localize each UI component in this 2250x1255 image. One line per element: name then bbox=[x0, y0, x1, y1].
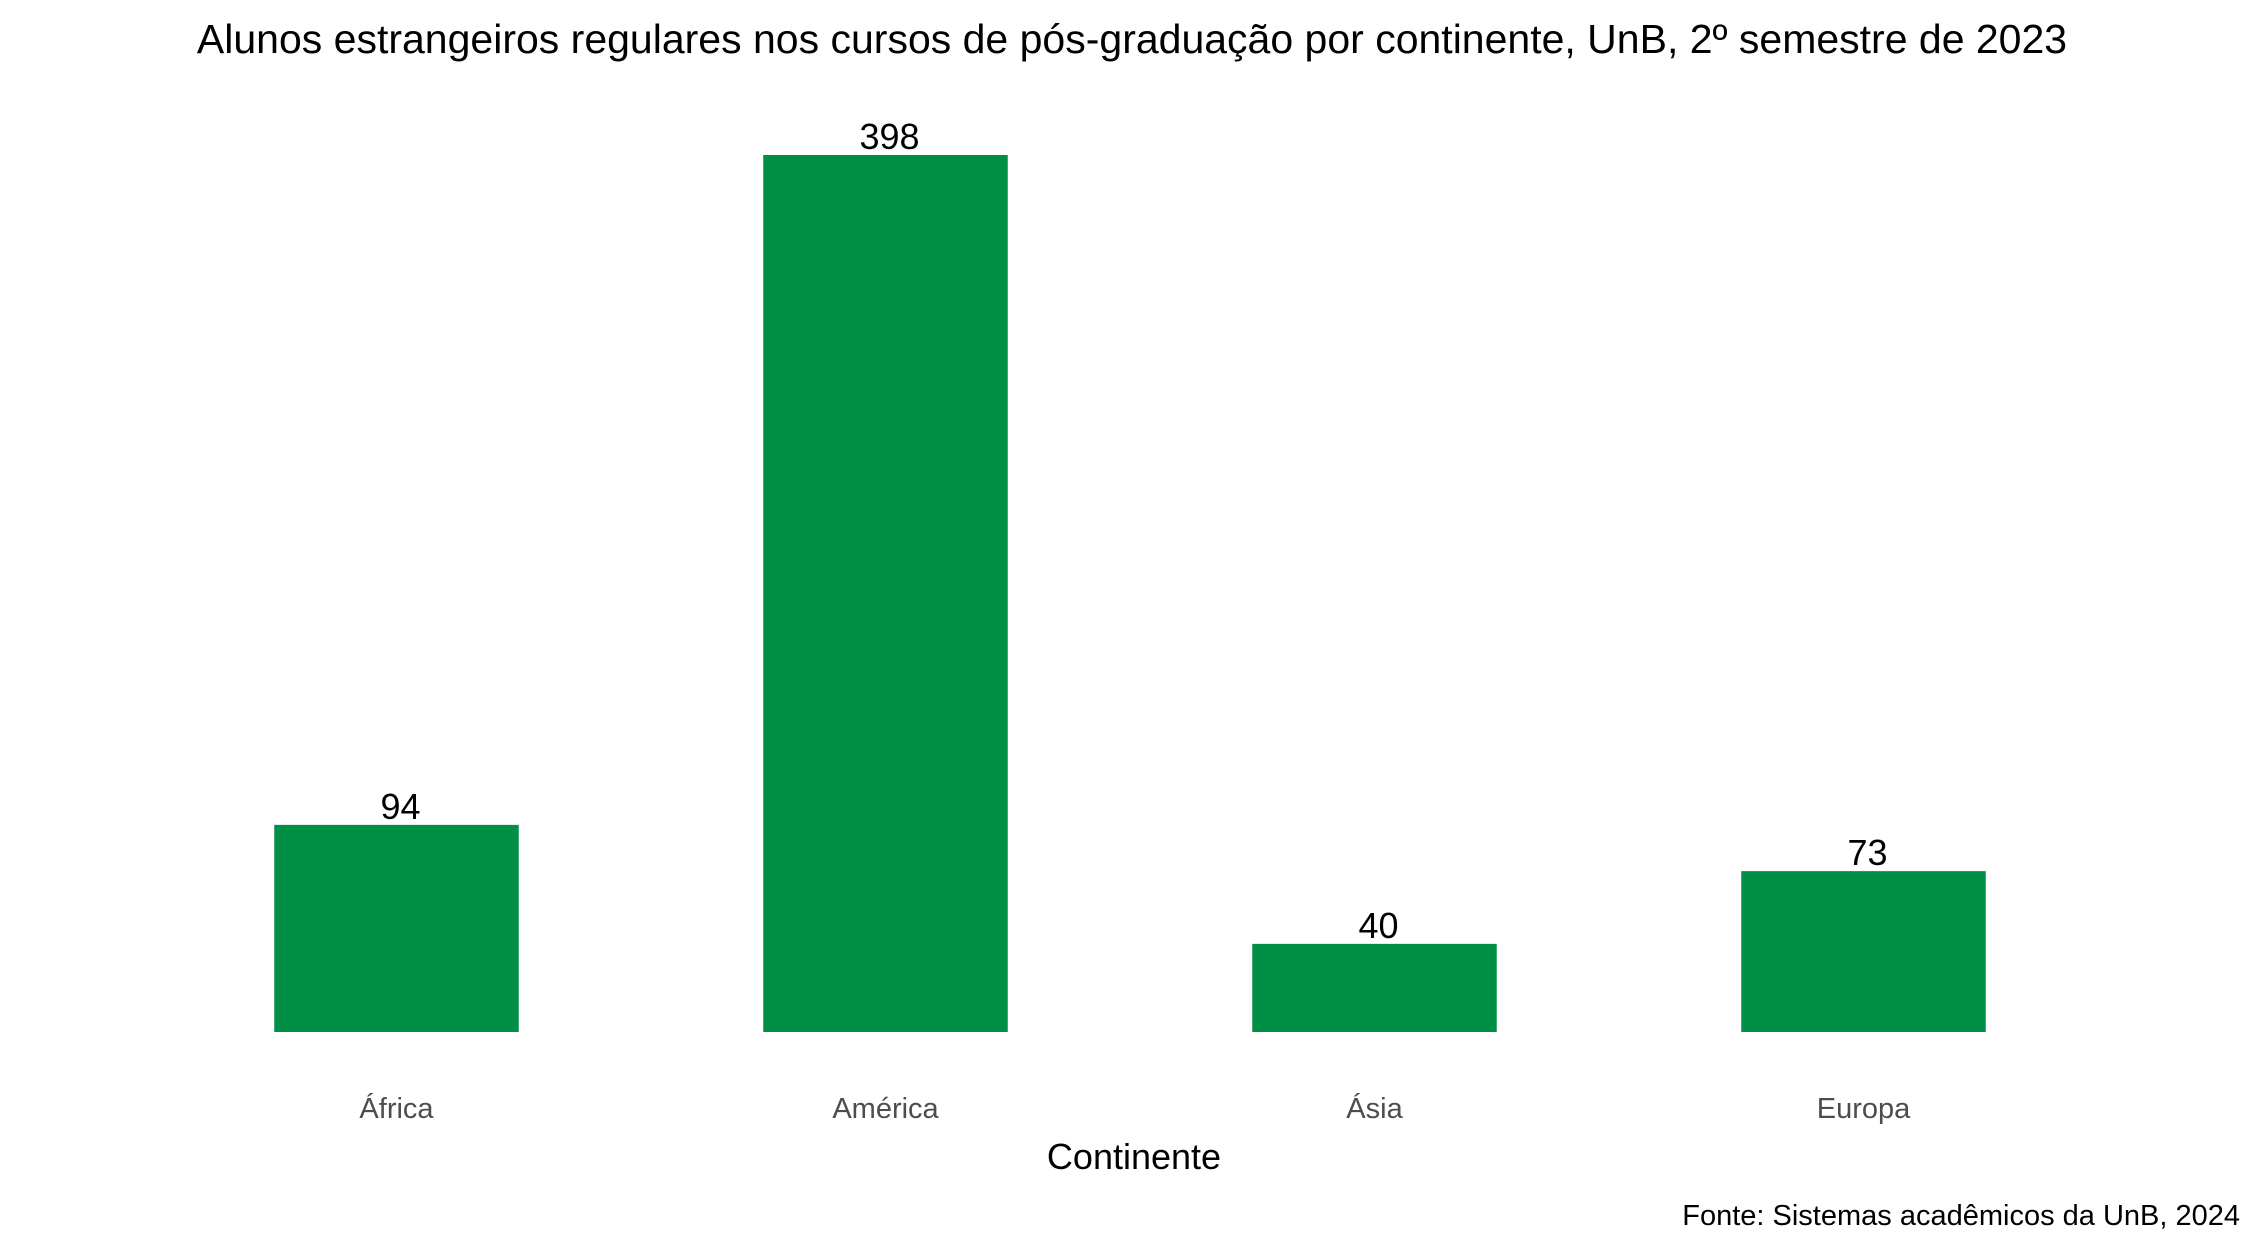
bar-asia bbox=[1252, 943, 1497, 1032]
value-labels-group: 94 398 40 73 bbox=[380, 116, 1887, 946]
source-caption: Fonte: Sistemas acadêmicos da UnB, 2024 bbox=[1682, 1200, 2240, 1232]
value-label-europa: 73 bbox=[1847, 832, 1887, 873]
value-label-asia: 40 bbox=[1358, 905, 1398, 946]
bar-africa bbox=[274, 824, 519, 1032]
x-tick-label-africa: África bbox=[359, 1092, 434, 1125]
x-tick-label-asia: Ásia bbox=[1346, 1092, 1403, 1125]
value-label-america: 398 bbox=[859, 116, 919, 157]
chart-title: Alunos estrangeiros regulares nos cursos… bbox=[197, 16, 2067, 62]
bar-america bbox=[763, 155, 1008, 1032]
x-axis-title: Continente bbox=[1047, 1136, 1221, 1177]
x-tick-label-america: América bbox=[832, 1093, 939, 1125]
bar-europa bbox=[1741, 871, 1986, 1032]
x-tick-labels-group: África América Ásia Europa bbox=[359, 1092, 1911, 1125]
value-label-africa: 94 bbox=[380, 786, 420, 827]
bars-group bbox=[274, 155, 1986, 1032]
x-tick-label-europa: Europa bbox=[1817, 1093, 1911, 1125]
